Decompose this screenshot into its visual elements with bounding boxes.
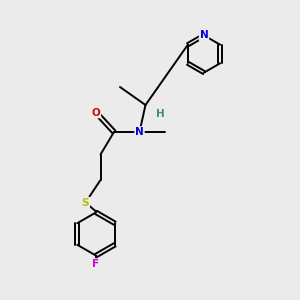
Text: F: F bbox=[92, 259, 100, 269]
Text: O: O bbox=[92, 107, 100, 118]
Text: N: N bbox=[135, 127, 144, 137]
Text: H: H bbox=[156, 109, 165, 119]
Text: N: N bbox=[200, 30, 208, 40]
Text: S: S bbox=[82, 197, 89, 208]
